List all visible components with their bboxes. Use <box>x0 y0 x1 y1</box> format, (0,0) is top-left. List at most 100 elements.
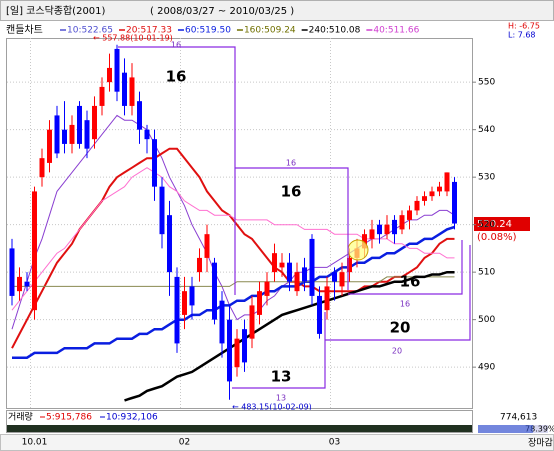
candle-body <box>129 77 135 106</box>
legend-label: 10:522.65 <box>67 26 113 36</box>
candle-body <box>384 224 390 235</box>
y-tick-label: 520 <box>478 220 495 230</box>
candle-body <box>174 276 180 344</box>
cycle-count: 13 <box>271 368 292 386</box>
moving-averages <box>11 114 455 402</box>
candle-body <box>339 272 345 287</box>
candle-body <box>32 191 37 311</box>
candle-body <box>317 295 322 334</box>
cycle-count: 16 <box>400 273 421 291</box>
candle-body <box>77 105 82 144</box>
ma-line <box>124 270 455 402</box>
candle-body <box>437 186 442 192</box>
candle-body <box>152 139 157 187</box>
candle-body <box>369 229 375 239</box>
legend-label: 60:519.50 <box>185 26 231 36</box>
y-tick-label: 550 <box>478 78 495 88</box>
legend-label: 20:517.33 <box>126 26 172 36</box>
candle-body <box>144 129 150 140</box>
ma-line <box>11 167 455 311</box>
cycle-box <box>118 46 236 295</box>
candle-body <box>302 267 307 282</box>
candle-body <box>227 319 232 382</box>
candle-body <box>294 272 300 292</box>
x-tick-label: 02 <box>179 438 190 448</box>
candle-body <box>84 120 90 149</box>
candle-body <box>107 67 112 83</box>
chart-title: [일] 코스닥종합(2001) <box>6 5 106 17</box>
candle-body <box>204 234 210 258</box>
legend-label: 240:510.08 <box>309 26 361 36</box>
high-note: ← 557.88(10-01-19) <box>93 34 173 43</box>
volume-last: 774,613 <box>500 413 537 423</box>
cycle-count: 20 <box>392 347 402 356</box>
candle-body <box>167 215 172 273</box>
candle-body <box>92 105 97 140</box>
candle-body <box>444 172 450 192</box>
price-tag <box>474 217 530 231</box>
candle-body <box>122 72 127 106</box>
candle-body <box>234 338 240 368</box>
hl-label: H: -6.75 <box>508 22 540 31</box>
candle-body <box>159 186 165 235</box>
ma-line <box>12 276 455 287</box>
candle-body <box>377 224 382 235</box>
legend-label: 160:509.24 <box>244 26 296 36</box>
ma-line <box>12 225 455 359</box>
volume-ratio: 78.39% <box>525 425 554 434</box>
hl-label: L: 7.68 <box>508 31 536 40</box>
candle-body <box>347 257 352 273</box>
ratio-bar <box>478 425 533 433</box>
candle-body <box>212 262 217 320</box>
volume-label: 거래량 <box>8 411 33 423</box>
candle-body <box>452 181 457 224</box>
candle-body <box>69 124 75 144</box>
plot-frame <box>6 38 473 409</box>
candle-body <box>414 200 420 211</box>
highlight-circle <box>347 239 369 261</box>
cycle-count: 16 <box>171 41 181 50</box>
candle-body <box>399 215 405 230</box>
cycle-count: 16 <box>166 68 187 86</box>
candle-body <box>219 300 225 344</box>
candle-body <box>407 210 412 220</box>
candle-body <box>249 305 255 339</box>
candle-body <box>309 238 315 296</box>
candle-body <box>332 272 337 282</box>
status: 장마감 <box>528 437 553 449</box>
cycle-box <box>235 167 349 290</box>
candle-body <box>62 129 67 144</box>
candle-body <box>324 286 330 311</box>
volume-average: 10:932,106 <box>106 413 158 423</box>
ma-line <box>11 114 455 330</box>
candle-body <box>54 115 60 154</box>
cycle-box <box>325 245 471 341</box>
candle-body <box>242 329 247 363</box>
cycle-count: 16 <box>281 183 302 201</box>
volume-average: 5:915,786 <box>46 413 92 423</box>
candle-body <box>272 253 277 273</box>
candle-body <box>264 281 270 296</box>
candle-body <box>137 101 142 130</box>
last-change: (0.08%) <box>477 232 517 243</box>
legend-label: 40:511.66 <box>373 26 419 36</box>
candle-body <box>279 262 285 268</box>
candle-body <box>422 196 427 201</box>
volume-strip <box>7 425 472 432</box>
y-tick-label: 540 <box>478 125 495 135</box>
x-tick-label: 10.01 <box>22 438 48 448</box>
x-tick-label: 03 <box>329 438 340 448</box>
candle-body <box>17 276 22 292</box>
y-tick-label: 500 <box>478 315 495 325</box>
candle-body <box>429 191 435 197</box>
period: ( 2008/03/27 ~ 2010/03/25 ) <box>150 6 294 17</box>
candle-body <box>362 234 367 249</box>
candle-body <box>114 48 120 92</box>
candle-body <box>47 129 52 163</box>
candle-body <box>9 248 15 296</box>
candle-body <box>24 281 30 287</box>
low-note: ← 483.15(10-02-09) <box>232 403 312 412</box>
candle-body <box>257 291 262 315</box>
